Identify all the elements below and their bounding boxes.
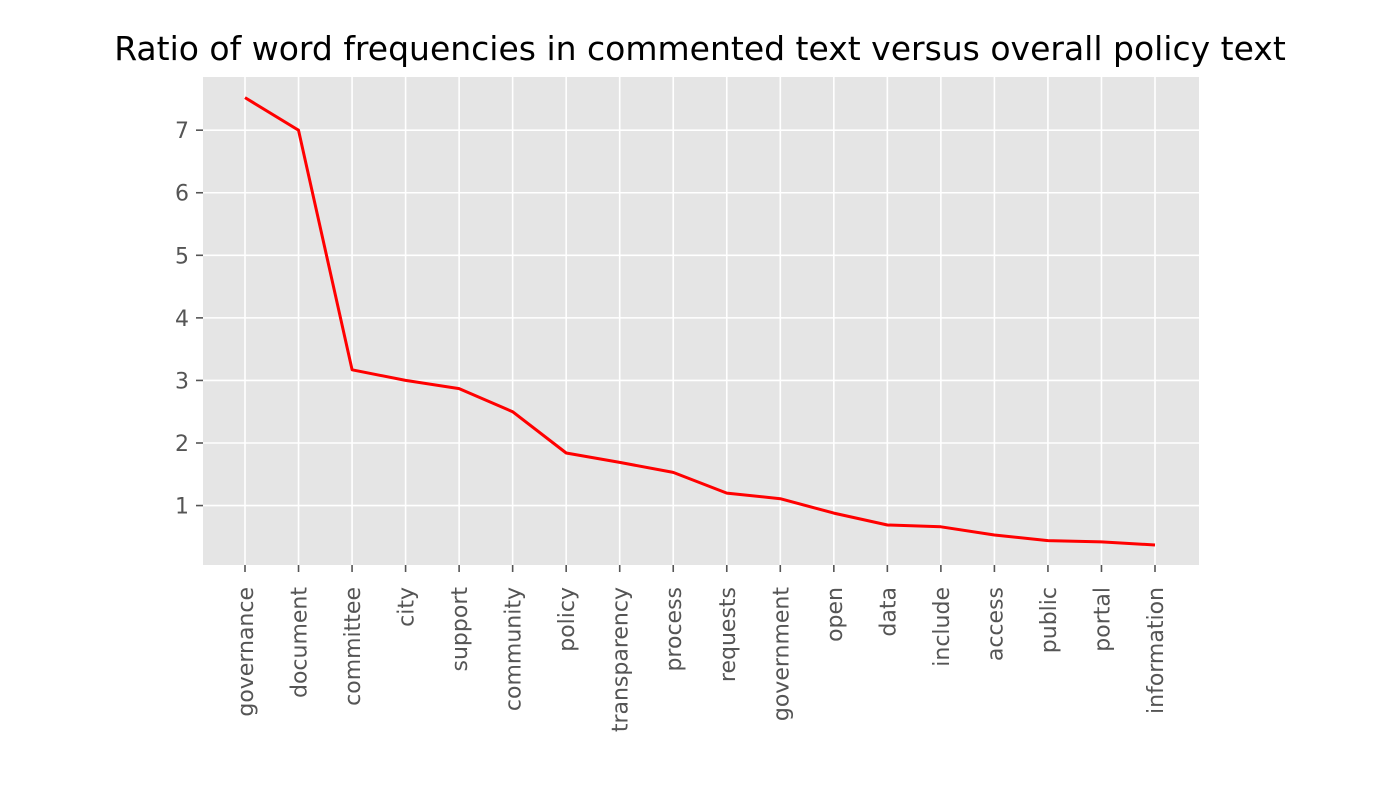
y-tick-label: 6 [175, 182, 189, 207]
y-tick-label: 2 [175, 432, 189, 457]
x-tick-label-public: public [1037, 587, 1062, 653]
x-tick-label-support: support [448, 587, 473, 672]
x-tick-label-data: data [876, 587, 901, 637]
y-tick-label: 3 [175, 369, 189, 394]
y-tick-label: 4 [175, 307, 189, 332]
x-tick-label-committee: committee [341, 587, 366, 706]
x-tick-label-open: open [823, 587, 848, 642]
x-tick-label-information: information [1144, 587, 1169, 714]
y-tick-label: 7 [175, 119, 189, 144]
y-tick-label: 1 [175, 495, 189, 520]
x-tick-label-city: city [395, 587, 420, 627]
x-tick-label-governance: governance [234, 587, 259, 717]
series-layer [244, 96, 1156, 547]
x-tick-label-access: access [983, 587, 1008, 661]
y-tick-label: 5 [175, 244, 189, 269]
x-tick-label-transparency: transparency [609, 587, 634, 732]
x-tick-label-process: process [662, 587, 687, 672]
x-tick-label-portal: portal [1090, 587, 1115, 652]
x-tick-label-requests: requests [716, 587, 741, 682]
x-tick-label-community: community [502, 587, 527, 711]
x-tick-label-policy: policy [555, 587, 580, 652]
chart-title: Ratio of word frequencies in commented t… [114, 29, 1286, 68]
x-tick-label-include: include [930, 587, 955, 667]
y-axis: 1 2 3 4 5 6 7 [175, 119, 203, 520]
x-tick-label-document: document [288, 587, 313, 698]
x-tick-label-government: government [769, 587, 794, 721]
series-line-0 [244, 96, 1156, 547]
x-axis: governance document committee city support co… [234, 565, 1169, 732]
grid-lines [203, 77, 1199, 565]
